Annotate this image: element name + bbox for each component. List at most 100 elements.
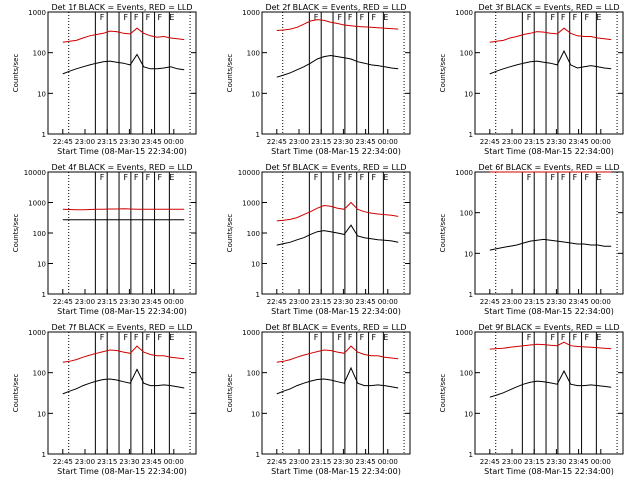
x-tick-label: 23:15 xyxy=(311,138,331,146)
x-tick-label: 23:45 xyxy=(142,138,162,146)
y-tick-label: 1000 xyxy=(455,9,473,17)
y-axis-label: Counts/sec xyxy=(226,54,234,93)
y-tick-label: 1 xyxy=(256,291,260,299)
y-axis-label: Counts/sec xyxy=(12,214,20,253)
chart-title: Det 5f BLACK = Events, RED = LLD xyxy=(265,163,406,172)
y-tick-label: 1000 xyxy=(28,329,46,337)
x-tick-label: 23:00 xyxy=(289,138,309,146)
x-axis-label: Start Time (08-Mar-15 22:34:00) xyxy=(484,147,614,156)
x-tick-label: 23:30 xyxy=(333,458,353,466)
x-tick-label: 23:00 xyxy=(75,138,95,146)
marker-label: F xyxy=(100,13,105,22)
marker-label: F xyxy=(561,333,566,342)
marker-label: F xyxy=(337,333,342,342)
x-tick-label: 23:30 xyxy=(546,458,566,466)
marker-label: F xyxy=(123,173,128,182)
marker-label: F xyxy=(550,173,555,182)
marker-label: F xyxy=(573,173,578,182)
marker-label: E xyxy=(383,333,388,342)
y-tick-label: 1000 xyxy=(455,329,473,337)
x-tick-label: 23:45 xyxy=(356,138,376,146)
x-axis-label: Start Time (08-Mar-15 22:34:00) xyxy=(484,307,614,316)
marker-label: F xyxy=(314,173,319,182)
marker-label: F xyxy=(146,13,151,22)
y-tick-label: 1 xyxy=(42,291,46,299)
series-lld-line xyxy=(276,201,399,222)
y-tick-label: 10 xyxy=(464,250,473,258)
plot-frame xyxy=(47,171,197,295)
series-lld-line xyxy=(62,345,185,363)
marker-label: F xyxy=(360,173,365,182)
series-events-line xyxy=(276,366,399,395)
x-tick-label: 23:15 xyxy=(524,458,544,466)
x-tick-label: 22:45 xyxy=(480,298,500,306)
marker-label: F xyxy=(158,173,163,182)
chart-title: Det 9f BLACK = Events, RED = LLD xyxy=(478,323,619,332)
x-tick-label: 23:45 xyxy=(142,298,162,306)
x-tick-label: 00:00 xyxy=(378,138,398,146)
chart-title: Det 1f BLACK = Events, RED = LLD xyxy=(51,3,192,12)
marker-label: F xyxy=(585,333,590,342)
marker-label: E xyxy=(596,13,601,22)
marker-label: F xyxy=(360,333,365,342)
series-events-line xyxy=(62,368,185,395)
x-tick-label: 00:00 xyxy=(591,298,611,306)
marker-label: F xyxy=(134,173,139,182)
y-axis-label: Counts/sec xyxy=(439,374,447,413)
y-tick-label: 10 xyxy=(37,261,46,269)
marker-label: F xyxy=(337,13,342,22)
marker-label: F xyxy=(100,173,105,182)
x-tick-label: 00:00 xyxy=(164,138,184,146)
marker-label: E xyxy=(169,173,174,182)
x-axis-label: Start Time (08-Mar-15 22:34:00) xyxy=(271,147,401,156)
y-tick-label: 100 xyxy=(33,50,46,58)
marker-label: F xyxy=(146,173,151,182)
chart-title: Det 4f BLACK = Events, RED = LLD xyxy=(51,163,192,172)
y-tick-label: 1 xyxy=(42,131,46,139)
x-tick-label: 23:30 xyxy=(333,138,353,146)
y-tick-label: 1 xyxy=(469,451,473,459)
x-tick-label: 00:00 xyxy=(591,458,611,466)
plot-frame xyxy=(47,11,197,135)
x-tick-label: 22:45 xyxy=(267,458,287,466)
series-lld-line xyxy=(62,27,185,43)
x-tick-label: 22:45 xyxy=(480,458,500,466)
marker-label: F xyxy=(527,173,532,182)
marker-label: F xyxy=(372,333,377,342)
marker-label: F xyxy=(550,13,555,22)
marker-label: F xyxy=(158,333,163,342)
y-tick-label: 10000 xyxy=(238,169,260,177)
x-tick-label: 23:00 xyxy=(289,458,309,466)
x-tick-label: 23:00 xyxy=(289,298,309,306)
y-tick-label: 100 xyxy=(247,230,260,238)
x-axis-label: Start Time (08-Mar-15 22:34:00) xyxy=(57,467,187,476)
y-tick-label: 1 xyxy=(256,451,260,459)
x-tick-label: 23:30 xyxy=(333,298,353,306)
x-tick-label: 23:45 xyxy=(569,138,589,146)
marker-label: F xyxy=(123,13,128,22)
series-events-line xyxy=(62,53,185,75)
x-tick-label: 23:00 xyxy=(502,458,522,466)
x-axis-label: Start Time (08-Mar-15 22:34:00) xyxy=(271,467,401,476)
x-tick-label: 23:15 xyxy=(311,458,331,466)
series-events-line xyxy=(276,54,399,78)
marker-label: F xyxy=(123,333,128,342)
marker-label: F xyxy=(314,13,319,22)
x-tick-label: 22:45 xyxy=(267,138,287,146)
series-lld-line xyxy=(489,27,612,43)
marker-label: F xyxy=(314,333,319,342)
y-tick-label: 10 xyxy=(251,261,260,269)
series-lld-line xyxy=(276,19,399,31)
y-tick-label: 1000 xyxy=(28,9,46,17)
x-tick-label: 22:45 xyxy=(53,298,73,306)
x-tick-label: 23:15 xyxy=(97,138,117,146)
y-tick-label: 100 xyxy=(33,230,46,238)
series-lld-line xyxy=(489,341,612,350)
x-tick-label: 00:00 xyxy=(378,298,398,306)
marker-label: F xyxy=(585,173,590,182)
